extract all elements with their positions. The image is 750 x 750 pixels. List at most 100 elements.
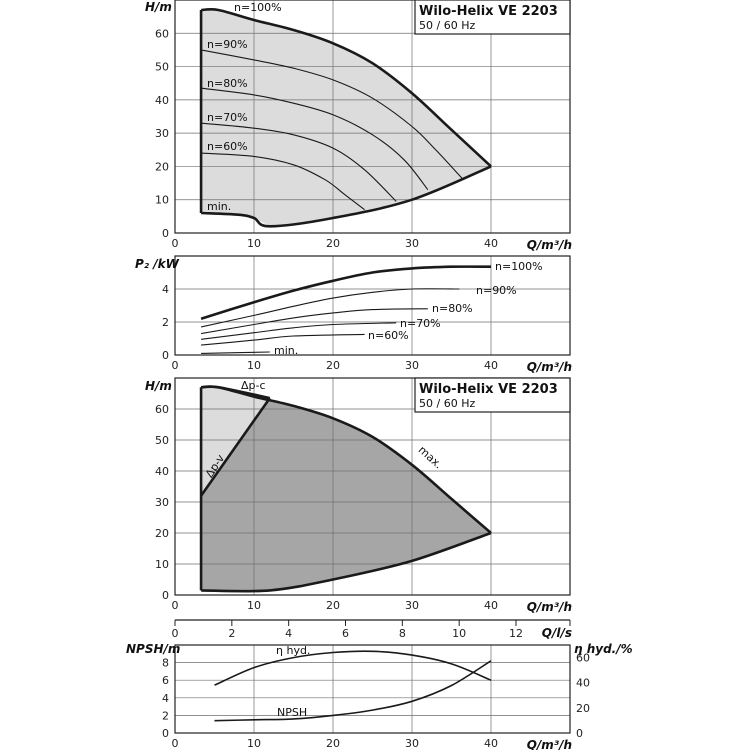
ls-tick-label: 0 [172,627,179,640]
series-label: NPSH [277,706,307,719]
power-curve [201,333,365,346]
npsh-curve [214,660,492,722]
y-tick-label: 60 [155,403,169,416]
y2-axis-label: η hyd./% [574,642,633,656]
y-tick-label: 0 [162,727,169,740]
ls-tick-label: 10 [452,627,466,640]
x-tick-label: 30 [405,359,419,372]
ls-tick-label: 8 [399,627,406,640]
x-tick-label: 40 [484,737,498,750]
y-tick-label: 20 [155,160,169,173]
y-tick-label: 40 [155,465,169,478]
min-curve [201,531,492,593]
series-label: n=70% [207,111,248,124]
y2-tick-label: 0 [576,727,583,740]
annotation-label: Δp-c [241,379,266,392]
dp-c-area-fill [201,387,270,496]
plot-frame [174,644,571,734]
x-tick-label: 40 [484,359,498,372]
ls-tick-label: 4 [285,627,292,640]
x-axis-label: Q/m³/h [527,738,572,750]
title-box [414,377,571,413]
grid-layer [174,0,571,734]
series-label: n=70% [400,317,441,330]
plot-frame [174,255,571,356]
power-curve [200,265,492,320]
y-tick-label: 30 [155,127,169,140]
y-tick-label: 40 [155,94,169,107]
y-tick-label: 8 [162,657,169,670]
y2-tick-label: 20 [576,702,590,715]
x-tick-label: 20 [326,737,340,750]
x-tick-label: 0 [172,599,179,612]
efficiency-curve [214,650,492,686]
power-curve [201,322,397,340]
power-curve [201,308,428,335]
y-tick-label: 20 [155,527,169,540]
x-tick-label: 10 [247,359,261,372]
y-tick-label: 0 [162,227,169,240]
speed-curve [201,7,492,168]
x-tick-label: 40 [484,237,498,250]
x-tick-label: 0 [172,237,179,250]
ls-axis-label: Q/l/s [542,626,572,640]
y-axis-label: H/m [145,379,172,393]
y-tick-label: 50 [155,61,169,74]
y-axis-label: H/m [145,0,172,14]
dp-c-curve [201,385,271,400]
series-label: n=90% [207,38,248,51]
y2-tick-label: 40 [576,677,590,690]
fill-layer [201,9,491,591]
ls-tick-label: 2 [228,627,235,640]
annotation-label: max. [416,443,445,471]
chart-subtitle: 50 / 60 Hz [419,397,475,410]
ls-tick-label: 6 [342,627,349,640]
series-label: n=60% [368,329,409,342]
max-area-fill [201,386,491,591]
power-curve [201,351,270,354]
x-tick-label: 20 [326,599,340,612]
speed-curve [201,122,397,202]
series-label: n=100% [234,1,282,14]
y-axis-label: P₂ /kW [135,257,180,271]
y-tick-label: 4 [162,692,169,705]
series-label: min. [274,344,298,357]
x-axis-label: Q/m³/h [527,238,572,252]
y-tick-label: 0 [162,589,169,602]
power-curve [200,288,460,328]
series-label: min. [207,200,231,213]
plot-frame [174,377,571,596]
ls-tick-label: 12 [509,627,523,640]
series-label: n=80% [207,77,248,90]
y-tick-label: 2 [162,709,169,722]
speed-curve [201,87,429,191]
series-label: n=90% [476,284,517,297]
x-tick-label: 30 [405,599,419,612]
y-tick-label: 10 [155,194,169,207]
y-tick-label: 4 [162,283,169,296]
y-tick-label: 60 [155,27,169,40]
y2-tick-label: 60 [576,652,590,665]
x-axis-label: Q/m³/h [527,360,572,374]
y-tick-label: 2 [162,316,169,329]
series-label: n=80% [432,302,473,315]
speed-curve [200,49,464,181]
x-tick-label: 20 [326,359,340,372]
series-label: n=100% [495,260,543,273]
y-tick-label: 50 [155,434,169,447]
x-tick-label: 10 [247,737,261,750]
title-box [414,0,571,35]
x-axis-label: Q/m³/h [527,600,572,614]
chart-title: Wilo-Helix VE 2203 [419,382,558,397]
chart-subtitle: 50 / 60 Hz [419,19,475,32]
speed-curve [201,165,492,228]
y-tick-label: 6 [162,674,169,687]
speed-curve [201,152,365,211]
x-tick-label: 0 [172,737,179,750]
x-tick-label: 10 [247,237,261,250]
lines-layer [199,7,492,722]
series-label: η hyd. [276,644,310,657]
x-tick-label: 10 [247,599,261,612]
